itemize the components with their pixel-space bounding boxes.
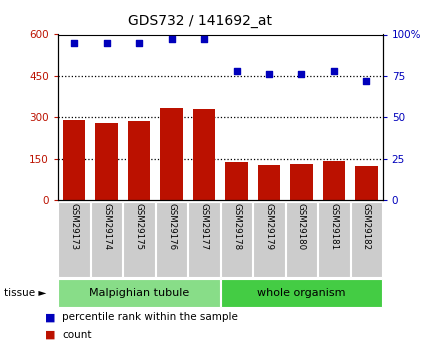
Text: percentile rank within the sample: percentile rank within the sample <box>62 313 238 322</box>
Point <box>233 68 240 74</box>
Bar <box>193 109 215 200</box>
Text: GSM29177: GSM29177 <box>199 203 209 250</box>
Bar <box>58 201 90 277</box>
Text: whole organism: whole organism <box>257 288 346 298</box>
Text: GSM29175: GSM29175 <box>134 203 144 250</box>
Bar <box>351 201 382 277</box>
Bar <box>160 108 183 200</box>
Point <box>200 37 207 42</box>
Bar <box>63 120 85 200</box>
Point <box>363 78 370 83</box>
Bar <box>188 201 220 277</box>
Bar <box>123 201 155 277</box>
Text: GSM29182: GSM29182 <box>362 203 371 250</box>
Point <box>265 71 272 77</box>
Bar <box>225 162 248 200</box>
Bar <box>221 279 382 307</box>
Bar <box>58 279 220 307</box>
Bar <box>221 201 252 277</box>
Text: GSM29179: GSM29179 <box>264 203 274 250</box>
Point <box>103 40 110 46</box>
Text: GSM29176: GSM29176 <box>167 203 176 250</box>
Bar <box>253 201 285 277</box>
Bar <box>258 165 280 200</box>
Point <box>330 68 337 74</box>
Point <box>298 71 305 77</box>
Text: GSM29178: GSM29178 <box>232 203 241 250</box>
Bar <box>128 121 150 200</box>
Bar <box>286 201 317 277</box>
Bar <box>95 124 118 200</box>
Point <box>70 40 78 46</box>
Text: GSM29180: GSM29180 <box>297 203 306 250</box>
Text: ■: ■ <box>44 330 55 339</box>
Text: Malpighian tubule: Malpighian tubule <box>89 288 189 298</box>
Bar <box>323 161 345 200</box>
Point <box>168 37 175 42</box>
Text: tissue ►: tissue ► <box>4 288 47 298</box>
Bar <box>355 166 378 200</box>
Bar <box>156 201 187 277</box>
Text: GDS732 / 141692_at: GDS732 / 141692_at <box>128 14 272 28</box>
Point <box>135 40 142 46</box>
Bar <box>318 201 350 277</box>
Bar <box>91 201 122 277</box>
Text: GSM29174: GSM29174 <box>102 203 111 250</box>
Text: count: count <box>62 330 92 339</box>
Bar <box>290 164 313 200</box>
Text: GSM29181: GSM29181 <box>329 203 339 250</box>
Text: GSM29173: GSM29173 <box>69 203 79 250</box>
Text: ■: ■ <box>44 313 55 322</box>
